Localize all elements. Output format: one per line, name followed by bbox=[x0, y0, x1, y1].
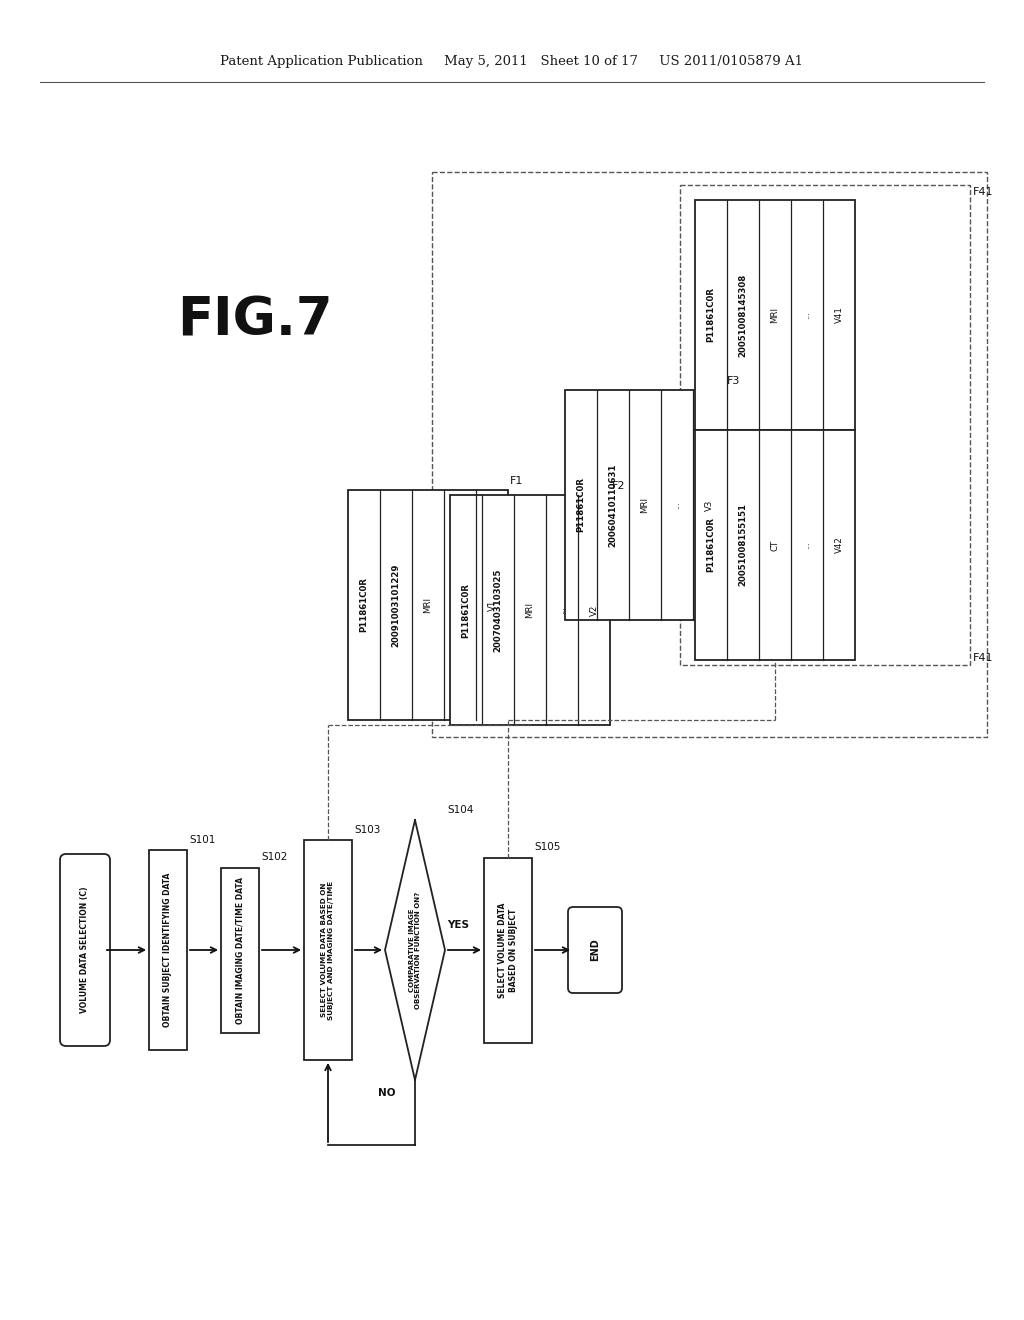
Text: YES: YES bbox=[447, 920, 469, 931]
Text: P11861C0R: P11861C0R bbox=[707, 288, 716, 342]
Bar bbox=[450, 495, 610, 725]
Text: NO: NO bbox=[378, 1088, 395, 1098]
Text: V2: V2 bbox=[590, 605, 598, 615]
Text: S103: S103 bbox=[354, 825, 380, 836]
Bar bbox=[484, 858, 532, 1043]
Text: 20070403103025: 20070403103025 bbox=[494, 569, 503, 652]
Text: S105: S105 bbox=[534, 842, 560, 853]
Bar bbox=[680, 185, 970, 665]
Text: SELECT VOLUME DATA BASED ON
SUBJECT AND IMAGING DATE/TIME: SELECT VOLUME DATA BASED ON SUBJECT AND … bbox=[322, 880, 335, 1019]
Text: 20051008155151: 20051008155151 bbox=[738, 503, 748, 586]
FancyBboxPatch shape bbox=[60, 854, 110, 1045]
Text: OBTAIN IMAGING DATE/TIME DATA: OBTAIN IMAGING DATE/TIME DATA bbox=[236, 876, 245, 1023]
Text: MRI: MRI bbox=[770, 308, 779, 323]
Text: V41: V41 bbox=[835, 306, 844, 323]
Text: CT: CT bbox=[770, 540, 779, 550]
Polygon shape bbox=[385, 820, 445, 1080]
Bar bbox=[695, 430, 855, 660]
Bar bbox=[695, 201, 855, 430]
Text: V3: V3 bbox=[705, 499, 714, 511]
Text: MRI: MRI bbox=[525, 602, 535, 618]
Text: V42: V42 bbox=[835, 536, 844, 553]
Text: OBTAIN SUBJECT IDENTIFYING DATA: OBTAIN SUBJECT IDENTIFYING DATA bbox=[164, 873, 172, 1027]
Text: S102: S102 bbox=[261, 853, 288, 862]
Text: F41: F41 bbox=[973, 653, 993, 663]
Bar bbox=[432, 172, 987, 737]
Text: ...: ... bbox=[803, 541, 811, 549]
Text: F2: F2 bbox=[612, 480, 626, 491]
Text: ...: ... bbox=[557, 606, 566, 614]
Text: 20060410110631: 20060410110631 bbox=[608, 463, 617, 546]
Text: F3: F3 bbox=[727, 376, 740, 385]
Text: ...: ... bbox=[803, 312, 811, 319]
Text: MRI: MRI bbox=[640, 498, 649, 513]
Text: SELECT VOLUME DATA
BASED ON SUBJECT: SELECT VOLUME DATA BASED ON SUBJECT bbox=[499, 903, 518, 998]
Bar bbox=[565, 389, 725, 620]
Text: F41: F41 bbox=[973, 187, 993, 197]
Text: F1: F1 bbox=[510, 477, 523, 486]
Text: 20091003101229: 20091003101229 bbox=[391, 564, 400, 647]
Text: P11861C0R: P11861C0R bbox=[359, 578, 369, 632]
Text: S101: S101 bbox=[189, 836, 215, 845]
Text: Patent Application Publication     May 5, 2011   Sheet 10 of 17     US 2011/0105: Patent Application Publication May 5, 20… bbox=[220, 55, 804, 69]
Bar bbox=[221, 867, 259, 1032]
Text: V1: V1 bbox=[487, 599, 497, 611]
Text: P11861C0R: P11861C0R bbox=[707, 517, 716, 573]
Text: VOLUME DATA SELECTION (C): VOLUME DATA SELECTION (C) bbox=[81, 887, 89, 1014]
Text: FIG.7: FIG.7 bbox=[177, 294, 333, 346]
Text: MRI: MRI bbox=[424, 597, 432, 612]
Bar bbox=[150, 850, 187, 1049]
FancyBboxPatch shape bbox=[568, 907, 622, 993]
Text: P11861C0R: P11861C0R bbox=[577, 478, 586, 532]
Text: 20051008145308: 20051008145308 bbox=[738, 273, 748, 356]
Text: ...: ... bbox=[456, 601, 465, 609]
Text: P11861C0R: P11861C0R bbox=[462, 582, 470, 638]
Bar bbox=[348, 490, 508, 719]
Text: S104: S104 bbox=[447, 805, 473, 814]
Bar bbox=[304, 840, 352, 1060]
Text: COMPARATIVE IMAGE
OBSERVATION FUNCTION ON?: COMPARATIVE IMAGE OBSERVATION FUNCTION O… bbox=[409, 891, 422, 1008]
Text: ...: ... bbox=[673, 502, 682, 510]
Text: END: END bbox=[590, 939, 600, 961]
